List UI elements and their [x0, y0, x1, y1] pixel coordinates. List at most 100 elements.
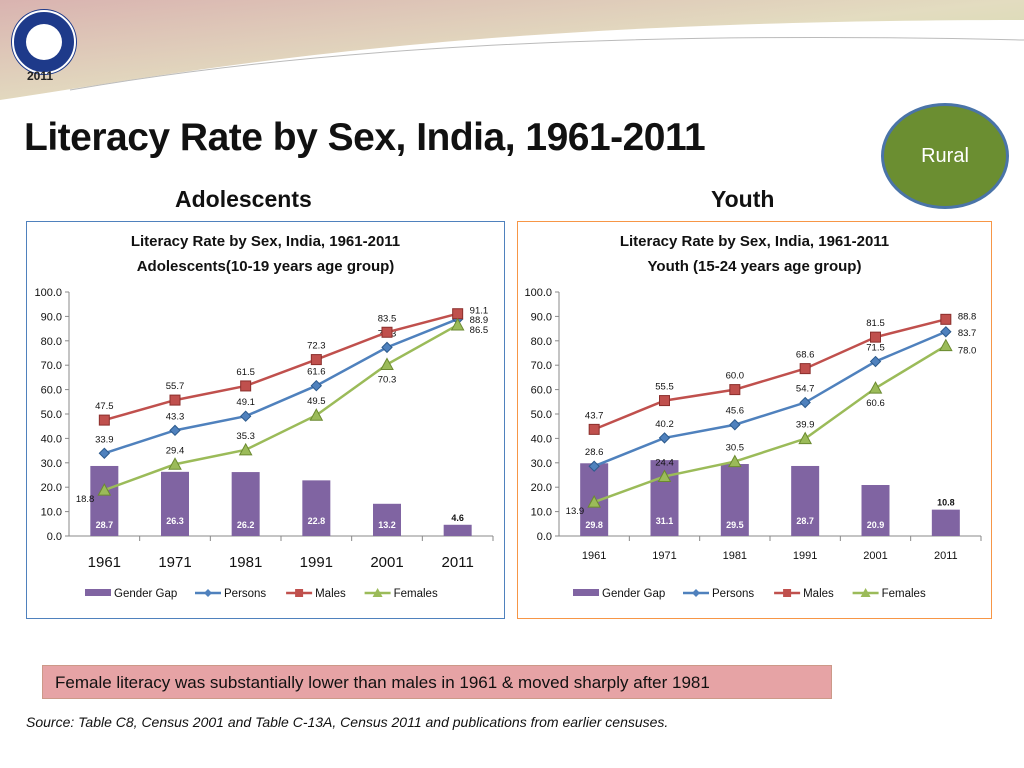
females-data-label: 30.5 — [726, 443, 745, 454]
males-data-label: 61.5 — [236, 367, 255, 378]
x-tick-label: 1991 — [300, 554, 333, 571]
females-marker — [938, 338, 953, 352]
y-tick-label: 20.0 — [531, 482, 552, 494]
source-note: Source: Table C8, Census 2001 and Table … — [26, 714, 669, 730]
gender-gap-bar — [302, 480, 331, 536]
persons-marker — [729, 419, 741, 431]
x-tick-label: 2001 — [863, 550, 887, 562]
males-data-label: 55.7 — [166, 381, 185, 392]
legend-females-marker — [372, 588, 383, 597]
females-data-label: 70.3 — [378, 374, 397, 385]
gender-gap-label: 4.6 — [451, 513, 464, 523]
females-data-label: 39.9 — [796, 420, 815, 431]
males-data-label: 81.5 — [866, 318, 885, 329]
gender-gap-label: 29.8 — [585, 520, 603, 530]
y-tick-label: 90.0 — [531, 311, 552, 323]
x-tick-label: 1981 — [229, 554, 262, 571]
females-marker — [238, 442, 253, 456]
persons-data-label: 83.7 — [958, 328, 977, 339]
y-tick-label: 30.0 — [531, 458, 552, 470]
y-tick-label: 0.0 — [537, 531, 552, 543]
males-data-label: 83.5 — [378, 313, 397, 324]
males-marker — [381, 326, 393, 338]
males-marker — [452, 308, 464, 320]
x-tick-label: 1971 — [652, 550, 676, 562]
legend-persons-marker — [692, 589, 700, 597]
persons-marker — [940, 326, 952, 338]
males-marker — [870, 331, 881, 343]
x-tick-label: 1961 — [88, 554, 121, 571]
gender-gap-label: 28.7 — [796, 516, 814, 526]
x-tick-label: 1981 — [723, 550, 747, 562]
rural-badge-label: Rural — [921, 144, 969, 167]
males-marker — [169, 394, 181, 406]
legend-gender-gap-swatch — [573, 589, 599, 596]
y-tick-label: 80.0 — [531, 336, 552, 348]
gender-gap-bar — [373, 503, 401, 536]
persons-data-label: 40.2 — [655, 419, 674, 430]
males-marker — [659, 395, 670, 407]
x-tick-label: 2011 — [442, 554, 474, 571]
females-data-label: 78.0 — [958, 346, 977, 357]
subtitle-youth: Youth — [711, 186, 775, 212]
rural-badge: Rural — [881, 103, 1009, 209]
x-tick-label: 1971 — [158, 554, 191, 571]
youth-chart: Literacy Rate by Sex, India, 1961-2011 Yo… — [517, 221, 992, 619]
males-data-label: 43.7 — [585, 410, 604, 421]
gender-gap-bar — [90, 465, 119, 536]
gender-gap-bar — [443, 524, 472, 536]
y-tick-label: 70.0 — [531, 360, 552, 372]
persons-data-label: 33.9 — [95, 434, 114, 445]
persons-line — [103, 317, 459, 455]
males-data-label: 72.3 — [307, 341, 326, 352]
gender-gap-label: 20.9 — [867, 520, 885, 530]
census-logo — [12, 10, 76, 74]
x-tick-label: 2001 — [370, 554, 403, 571]
legend-label: Persons — [712, 588, 754, 600]
males-marker — [729, 384, 741, 396]
y-tick-label: 20.0 — [41, 482, 62, 494]
females-data-label: 49.5 — [307, 396, 326, 407]
y-tick-label: 10.0 — [41, 507, 62, 519]
persons-marker — [381, 341, 393, 354]
legend-males-marker — [783, 589, 792, 597]
gender-gap-label: 10.8 — [937, 498, 955, 508]
females-marker — [97, 483, 112, 496]
persons-data-label: 45.6 — [726, 406, 745, 417]
females-marker — [657, 469, 672, 482]
females-data-label: 13.9 — [566, 506, 585, 517]
persons-data-label: 54.7 — [796, 384, 815, 395]
males-data-label: 47.5 — [95, 401, 114, 412]
females-data-label: 35.3 — [236, 431, 255, 442]
females-data-label: 29.4 — [166, 445, 185, 456]
adolescents-chart: Literacy Rate by Sex, India, 1961-2011 Ad… — [26, 221, 505, 619]
gender-gap-bar — [791, 465, 820, 536]
y-tick-label: 50.0 — [41, 409, 62, 421]
legend-label: Gender Gap — [602, 588, 665, 600]
chart-svg: Literacy Rate by Sex, India, 1961-2011 Ad… — [34, 233, 494, 600]
persons-marker — [799, 396, 811, 409]
chart-title: Literacy Rate by Sex, India, 1961-2011 — [131, 233, 400, 250]
females-data-label: 60.6 — [866, 398, 885, 409]
gender-gap-bar — [861, 485, 890, 536]
y-tick-label: 70.0 — [41, 360, 62, 372]
persons-data-label: 71.5 — [866, 343, 885, 354]
y-tick-label: 90.0 — [41, 311, 62, 323]
males-data-label: 88.8 — [958, 311, 977, 322]
y-tick-label: 40.0 — [41, 433, 62, 445]
males-line — [103, 312, 458, 422]
males-marker — [240, 380, 252, 392]
persons-marker — [310, 379, 323, 392]
males-marker — [98, 414, 110, 426]
y-tick-label: 0.0 — [47, 531, 62, 543]
persons-data-label: 28.6 — [585, 447, 604, 458]
gender-gap-bar — [720, 464, 749, 536]
legend-label: Males — [315, 588, 346, 600]
legend-females-marker — [860, 588, 871, 597]
males-data-label: 60.0 — [726, 371, 745, 382]
males-data-label: 68.6 — [796, 350, 815, 361]
logo-year: 2011 — [27, 69, 54, 83]
y-tick-label: 40.0 — [531, 433, 552, 445]
females-data-label: 18.8 — [76, 494, 95, 505]
legend-persons-marker — [204, 589, 212, 597]
